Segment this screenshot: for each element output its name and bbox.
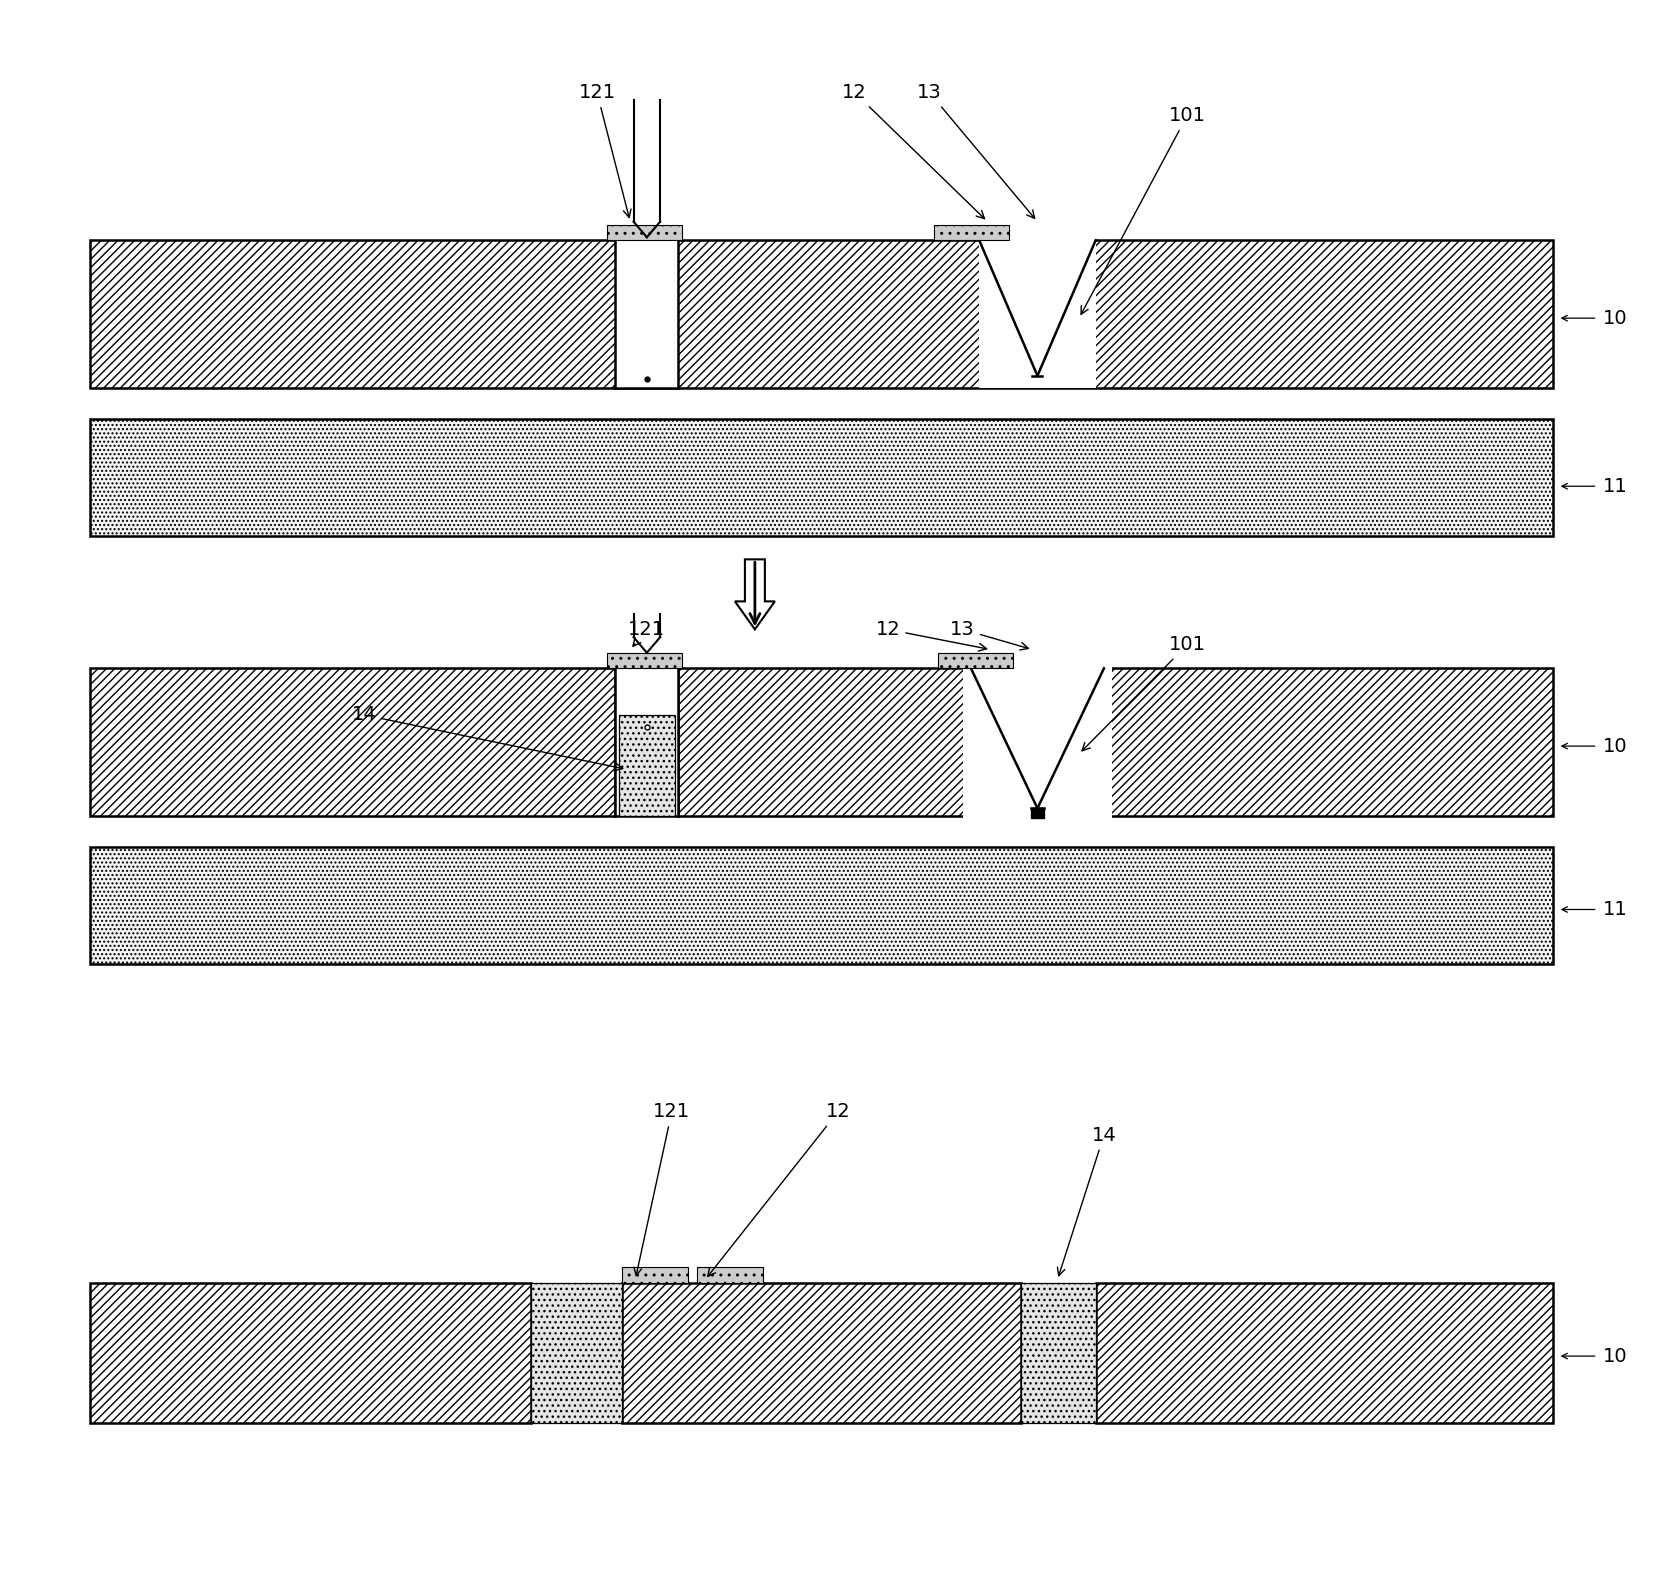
Text: 11: 11 — [1602, 477, 1627, 496]
Bar — [607, 225, 682, 240]
Bar — [622, 1267, 689, 1283]
Text: 101: 101 — [1083, 636, 1205, 750]
Bar — [618, 714, 675, 816]
Bar — [91, 240, 1552, 388]
Polygon shape — [1031, 809, 1044, 818]
Bar — [91, 1283, 531, 1422]
Bar — [615, 240, 679, 388]
Bar — [91, 848, 1552, 964]
Text: 10: 10 — [1602, 1347, 1627, 1366]
Text: 101: 101 — [1081, 107, 1205, 314]
Bar — [1096, 1283, 1552, 1422]
Bar — [91, 419, 1552, 535]
Bar — [91, 669, 615, 816]
Bar — [622, 1283, 1021, 1422]
Text: 10: 10 — [1602, 309, 1627, 328]
Text: 12: 12 — [875, 620, 987, 652]
Bar — [615, 669, 679, 816]
Text: 10: 10 — [1602, 736, 1627, 755]
Bar — [939, 653, 1012, 669]
Text: 13: 13 — [917, 83, 1034, 218]
Text: 12: 12 — [707, 1102, 850, 1276]
Text: 121: 121 — [578, 83, 630, 218]
Bar — [962, 661, 1113, 824]
Bar — [607, 653, 682, 669]
Bar — [935, 225, 1009, 240]
Bar — [1021, 1283, 1096, 1422]
Polygon shape — [736, 559, 774, 630]
Text: 13: 13 — [950, 620, 1029, 650]
Text: 11: 11 — [1602, 900, 1627, 918]
Text: 12: 12 — [843, 83, 984, 218]
Bar — [979, 237, 1096, 388]
Text: 14: 14 — [1058, 1126, 1116, 1276]
Text: 121: 121 — [628, 620, 665, 647]
Bar — [531, 1283, 622, 1422]
Text: 14: 14 — [352, 705, 623, 771]
Bar — [697, 1267, 763, 1283]
Bar — [679, 669, 979, 816]
Bar — [1096, 669, 1552, 816]
Text: 121: 121 — [634, 1102, 691, 1275]
